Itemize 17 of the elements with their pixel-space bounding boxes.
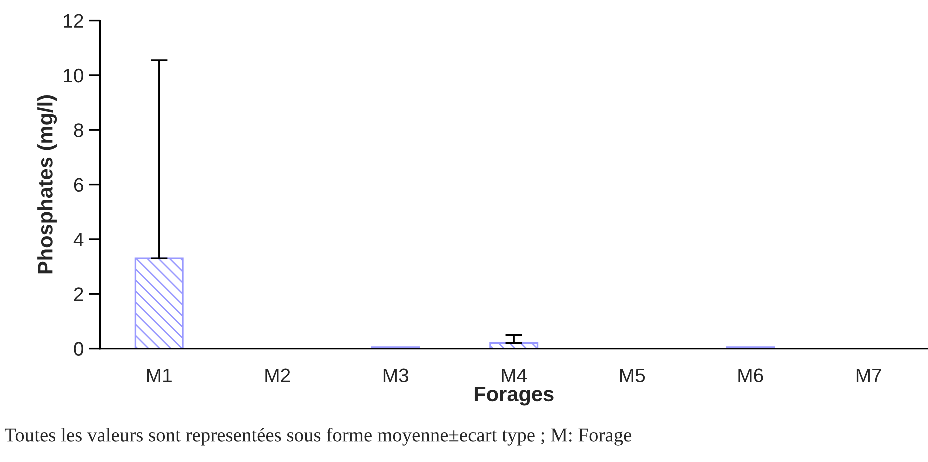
x-tick-label: M7	[856, 368, 882, 382]
y-tick-label: 4	[74, 233, 84, 247]
y-axis-title: Phosphates (mg/l)	[38, 96, 58, 274]
x-tick-label: M6	[738, 368, 764, 383]
x-tick-label: M2	[266, 368, 290, 382]
y-tick-label: 0	[74, 342, 84, 356]
x-tick-label: M1	[147, 368, 172, 382]
x-tick-label: M4	[502, 368, 528, 382]
text: Toutes les valeurs sont representées sous forme moyenne±ecart type ; M: Forage	[4, 428, 632, 446]
x-tick-label: M3	[384, 368, 409, 383]
y-tick-label: 2	[74, 288, 84, 302]
x-tick-label: M5	[620, 368, 646, 383]
y-tick-label: 10	[64, 68, 84, 83]
y-tick-label: 8	[74, 124, 84, 138]
y-tick-label: 6	[74, 178, 84, 192]
y-tick-label: 12	[64, 14, 84, 28]
x-axis-title: Forages	[474, 387, 554, 406]
